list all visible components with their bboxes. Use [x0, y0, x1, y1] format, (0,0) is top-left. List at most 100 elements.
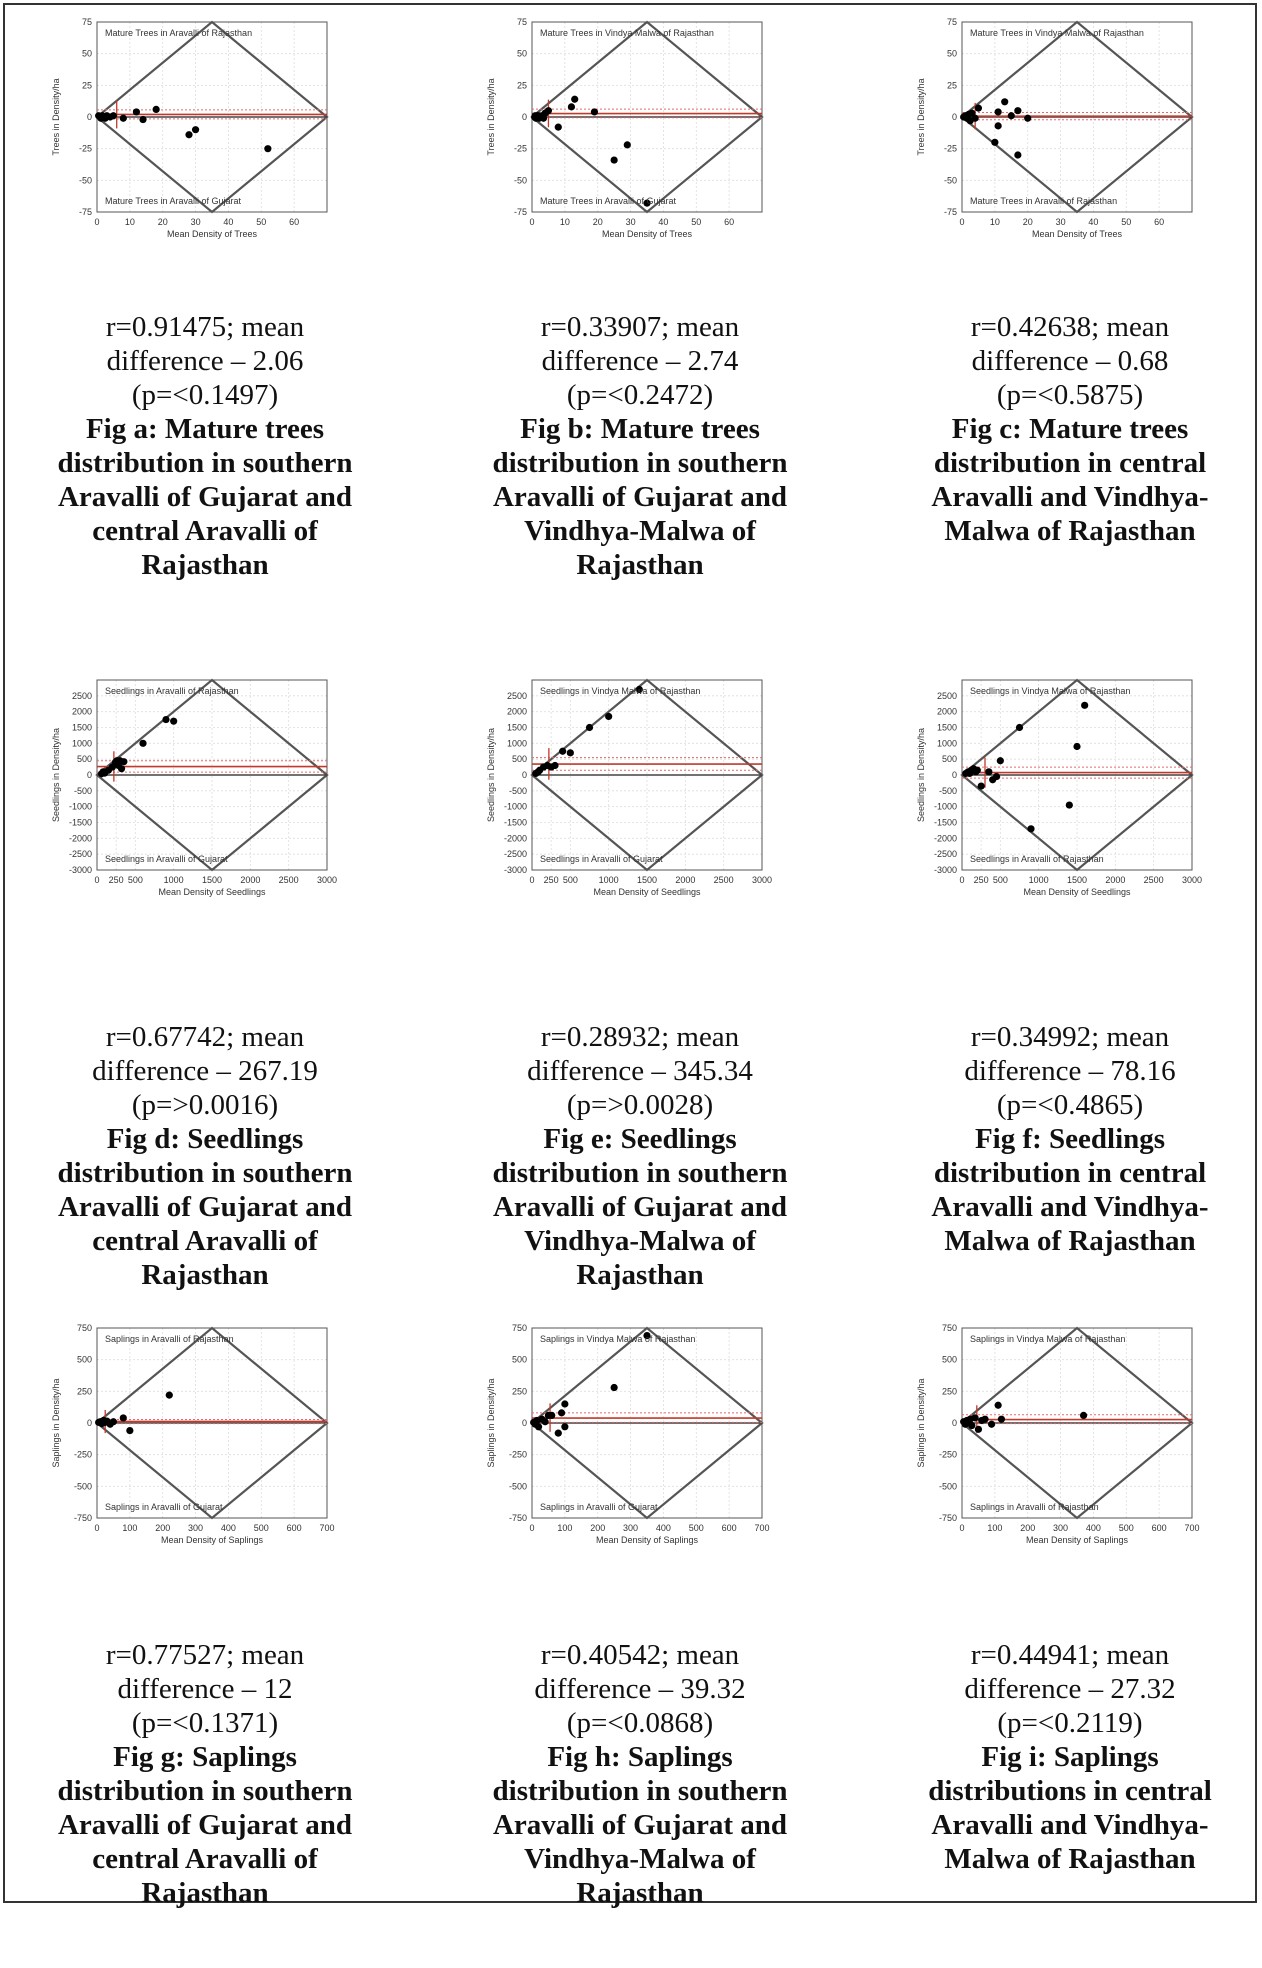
caption-line: Rajasthan	[576, 1877, 704, 1909]
data-point	[170, 717, 178, 725]
caption-line: Fig e: Seedlings	[543, 1123, 737, 1155]
y-tick-label: -75	[944, 207, 957, 217]
data-point	[610, 1383, 618, 1392]
stats-line: (p=>0.0028)	[566, 1089, 714, 1121]
y-tick-label: 75	[82, 17, 92, 27]
y-tick-label: 750	[77, 1323, 92, 1333]
caption-line: distribution in southern	[492, 1157, 788, 1189]
y-tick-label: -1500	[69, 818, 92, 828]
y-tick-label: -750	[939, 1513, 957, 1523]
data-point	[1024, 114, 1032, 122]
data-point	[981, 1415, 989, 1423]
stats-line: r=0.34992; mean	[970, 1021, 1170, 1053]
x-tick-label: 700	[1184, 1523, 1199, 1533]
x-tick-label: 100	[987, 1523, 1002, 1533]
data-point	[971, 114, 979, 122]
caption-line: distributions in central	[928, 1775, 1212, 1807]
x-tick-label: 1500	[637, 875, 657, 885]
x-tick-label: 100	[122, 1523, 137, 1533]
y-tick-label: 75	[947, 17, 957, 27]
caption-f: r=0.34992; mean difference – 78.16 (p=<0.4…	[865, 1020, 1262, 1258]
data-point	[109, 1418, 118, 1426]
y-tick-label: 2500	[507, 691, 527, 701]
x-tick-label: 300	[1053, 1523, 1068, 1533]
caption-line: central Aravalli of	[92, 1843, 318, 1875]
data-point	[994, 122, 1002, 130]
bottom-group-label: Seedlings in Aravalli of Gujarat	[105, 854, 228, 864]
top-group-label: Mature Trees in Vindya Malwa of Rajastha…	[540, 28, 714, 38]
y-tick-label: 750	[942, 1323, 957, 1333]
panel-h: 750 500 250 0 -250 -500 -750 0 100 200 300 400 500 60…	[435, 1323, 845, 1968]
x-tick-label: 500	[993, 875, 1008, 885]
data-point	[165, 1391, 173, 1399]
x-tick-label: 60	[1154, 217, 1164, 227]
x-tick-label: 600	[287, 1523, 302, 1533]
data-point	[566, 749, 574, 757]
top-group-label: Mature Trees in Aravalli of Rajasthan	[105, 28, 252, 38]
stats-line: (p=>0.0016)	[131, 1089, 279, 1121]
y-axis-label: Trees in Density/ha	[486, 78, 496, 155]
chart-e: 25002000150010005000-500-1000-1500-2000-…	[486, 678, 772, 897]
y-tick-label: 250	[512, 1386, 527, 1396]
y-tick-label: -500	[74, 786, 92, 796]
stats-line: (p=<0.2119)	[997, 1707, 1143, 1739]
data-point	[1027, 825, 1035, 833]
y-tick-label: -3000	[69, 865, 92, 875]
y-tick-label: 500	[942, 1355, 957, 1365]
caption-line: central Aravalli of	[92, 515, 318, 547]
stats-line: difference – 345.34	[527, 1055, 753, 1087]
caption-line: Fig h: Saplings	[547, 1741, 733, 1773]
x-tick-label: 1500	[202, 875, 222, 885]
data-point	[126, 1427, 134, 1435]
caption-line: Fig b: Mature trees	[520, 413, 760, 445]
caption-line: central Aravalli of	[92, 1225, 318, 1257]
stats-line: difference – 267.19	[92, 1055, 318, 1087]
x-tick-label: 20	[593, 217, 603, 227]
x-tick-label: 40	[223, 217, 233, 227]
stats-line: (p=<0.2472)	[566, 379, 714, 411]
x-tick-label: 400	[221, 1523, 236, 1533]
x-tick-label: 500	[128, 875, 143, 885]
y-tick-label: 2500	[937, 691, 957, 701]
data-point	[120, 758, 128, 766]
data-point	[1014, 107, 1022, 115]
figure-caption: Fig a: Mature trees distribution in south…	[0, 412, 410, 582]
stats-text: r=0.28932; mean difference – 345.34 (p=>0.…	[435, 1020, 845, 1122]
x-axis-label: Mean Density of Saplings	[1026, 1535, 1129, 1545]
data-point	[554, 123, 562, 131]
stats-line: difference – 39.32	[534, 1673, 746, 1705]
data-point	[973, 766, 981, 774]
y-tick-label: -2500	[504, 849, 527, 859]
caption-d: r=0.67742; mean difference – 267.19 (p=>0.…	[0, 1020, 410, 1292]
x-tick-label: 40	[1088, 217, 1098, 227]
data-point	[974, 104, 983, 112]
caption-line: Aravalli of Gujarat and	[57, 481, 353, 513]
data-point	[119, 1414, 127, 1422]
stats-text: r=0.77527; mean difference – 12 (p=<0.1371…	[0, 1638, 410, 1740]
caption-line: Malwa of Rajasthan	[944, 1843, 1196, 1875]
data-point	[971, 1414, 979, 1422]
caption-line: Rajasthan	[576, 549, 704, 581]
x-tick-label: 0	[959, 875, 964, 885]
bottom-group-label: Mature Trees in Aravalli of Rajasthan	[970, 196, 1117, 206]
caption-line: distribution in central	[933, 1157, 1207, 1189]
data-point	[635, 685, 643, 694]
x-tick-label: 2500	[279, 875, 299, 885]
y-tick-label: -50	[514, 175, 527, 185]
stats-line: difference – 12	[117, 1673, 293, 1705]
data-point	[585, 723, 594, 732]
top-group-label: Saplings in Vindya Malwa of Rajasthan	[970, 1334, 1125, 1344]
x-tick-label: 0	[529, 875, 534, 885]
y-tick-label: -25	[944, 144, 957, 154]
y-tick-label: 750	[512, 1323, 527, 1333]
y-tick-label: -1000	[69, 802, 92, 812]
caption-c: r=0.42638; mean difference – 0.68 (p=<0.58…	[865, 310, 1262, 548]
x-tick-label: 0	[94, 1523, 99, 1533]
stats-line: r=0.28932; mean	[540, 1021, 740, 1053]
caption-line: distribution in southern	[492, 447, 788, 479]
y-tick-label: -750	[509, 1513, 527, 1523]
y-tick-label: -1500	[504, 818, 527, 828]
x-tick-label: 2000	[675, 875, 695, 885]
stats-line: r=0.44941; mean	[970, 1639, 1170, 1671]
data-point	[1007, 112, 1015, 120]
